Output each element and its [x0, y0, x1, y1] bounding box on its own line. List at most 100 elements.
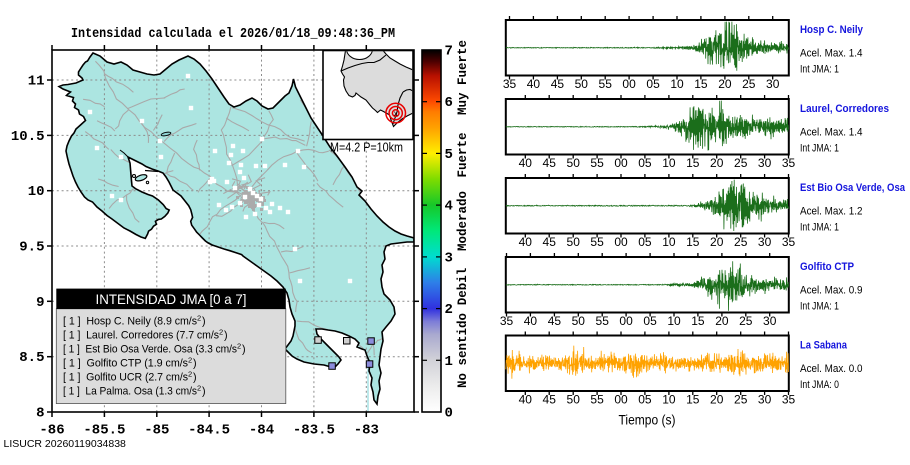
- svg-text:Int JMA: 0: Int JMA: 0: [800, 379, 839, 391]
- svg-text:-84: -84: [249, 423, 274, 439]
- svg-text:[ 1 ] Hosp C. Neily (8.9 cm/s: [ 1 ] Hosp C. Neily (8.9 cm/s: [63, 315, 198, 327]
- svg-text:Acel. Max. 1.4: Acel. Max. 1.4: [800, 127, 863, 139]
- svg-text:8.5: 8.5: [19, 350, 44, 366]
- svg-text:30: 30: [758, 392, 772, 406]
- svg-text:2: 2: [237, 342, 241, 351]
- svg-text:25: 25: [734, 235, 748, 249]
- svg-text:10: 10: [667, 314, 681, 328]
- svg-text:35: 35: [500, 314, 514, 328]
- svg-text:Tiempo (s): Tiempo (s): [619, 412, 676, 428]
- svg-text:10: 10: [28, 184, 45, 200]
- svg-text:[ 1 ] Golfito UCR (2.7 cm/s: [ 1 ] Golfito UCR (2.7 cm/s: [63, 372, 189, 384]
- svg-text:Intensidad calculada el 2026/0: Intensidad calculada el 2026/01/18_09:48…: [71, 26, 395, 42]
- svg-text:00: 00: [614, 235, 628, 249]
- svg-text:11: 11: [28, 74, 45, 90]
- svg-text:40: 40: [519, 392, 533, 406]
- svg-text:Int JMA: 1: Int JMA: 1: [800, 64, 839, 76]
- svg-text:Hosp C. Neily: Hosp C. Neily: [800, 24, 863, 36]
- svg-text:05: 05: [638, 156, 652, 170]
- svg-text:00: 00: [619, 314, 633, 328]
- svg-text:10: 10: [662, 392, 676, 406]
- svg-text:55: 55: [599, 77, 613, 91]
- svg-text:2: 2: [219, 327, 223, 336]
- svg-text:6: 6: [445, 95, 453, 111]
- svg-text:50: 50: [567, 235, 581, 249]
- svg-text:): ): [202, 386, 206, 398]
- svg-text:10: 10: [670, 77, 684, 91]
- svg-text:05: 05: [646, 77, 660, 91]
- svg-text:50: 50: [567, 392, 581, 406]
- svg-text:05: 05: [638, 392, 652, 406]
- svg-text:10: 10: [662, 235, 676, 249]
- svg-text:): ): [242, 344, 246, 356]
- svg-text:Est Bio Osa Verde, Osa: Est Bio Osa Verde, Osa: [800, 182, 906, 194]
- svg-text:4: 4: [445, 199, 453, 215]
- svg-text:-86: -86: [39, 423, 64, 439]
- svg-text:Int JMA: 1: Int JMA: 1: [800, 222, 839, 234]
- svg-text:2: 2: [197, 384, 201, 393]
- svg-text:35: 35: [782, 156, 796, 170]
- svg-text:Int JMA: 1: Int JMA: 1: [800, 143, 839, 155]
- svg-text:45: 45: [543, 392, 557, 406]
- svg-text:-84.5: -84.5: [188, 423, 230, 439]
- svg-text:45: 45: [551, 77, 565, 91]
- svg-text:Acel. Max. 1.2: Acel. Max. 1.2: [800, 206, 863, 218]
- svg-text:9.5: 9.5: [19, 240, 44, 256]
- svg-text:3: 3: [445, 250, 453, 266]
- svg-text:Debil: Debil: [456, 268, 470, 306]
- svg-text:15: 15: [691, 314, 705, 328]
- svg-text:55: 55: [590, 156, 604, 170]
- svg-text:[ 1 ] Golfito CTP (1.9 cm/s: [ 1 ] Golfito CTP (1.9 cm/s: [63, 358, 189, 370]
- svg-text:Int JMA: 1: Int JMA: 1: [800, 301, 839, 313]
- svg-text:): ): [224, 329, 228, 341]
- svg-text:2: 2: [197, 313, 201, 322]
- svg-text:55: 55: [596, 314, 610, 328]
- svg-text:1: 1: [445, 354, 453, 370]
- svg-text:Acel. Max. 0.0: Acel. Max. 0.0: [800, 363, 863, 375]
- svg-text:45: 45: [548, 314, 562, 328]
- svg-text:40: 40: [524, 314, 538, 328]
- svg-text:): ): [193, 358, 197, 370]
- svg-text:35: 35: [503, 77, 517, 91]
- svg-text:): ): [202, 315, 206, 327]
- svg-text:-83.5: -83.5: [293, 423, 335, 439]
- svg-text:20: 20: [710, 156, 724, 170]
- svg-text:30: 30: [758, 156, 772, 170]
- svg-text:05: 05: [643, 314, 657, 328]
- svg-text:20: 20: [715, 314, 729, 328]
- svg-text:50: 50: [572, 314, 586, 328]
- svg-text:8: 8: [36, 406, 44, 422]
- svg-text:15: 15: [686, 235, 700, 249]
- svg-text:5: 5: [445, 147, 453, 163]
- svg-text:40: 40: [519, 156, 533, 170]
- svg-text:[ 1 ] Laurel. Corredores (7.7: [ 1 ] Laurel. Corredores (7.7 cm/s: [63, 329, 220, 341]
- svg-text:-85.5: -85.5: [83, 423, 125, 439]
- svg-text:35: 35: [782, 392, 796, 406]
- svg-text:55: 55: [590, 392, 604, 406]
- svg-text:La Sabana: La Sabana: [800, 340, 848, 352]
- svg-text:20: 20: [718, 77, 732, 91]
- svg-text:25: 25: [742, 77, 756, 91]
- svg-text:2: 2: [445, 302, 453, 318]
- svg-text:40: 40: [527, 77, 541, 91]
- svg-text:00: 00: [622, 77, 636, 91]
- svg-text:-85: -85: [144, 423, 169, 439]
- svg-text:7: 7: [445, 44, 453, 60]
- svg-text:15: 15: [686, 156, 700, 170]
- svg-text:30: 30: [758, 235, 772, 249]
- svg-text:9: 9: [36, 295, 44, 311]
- svg-text:-83: -83: [354, 423, 379, 439]
- svg-text:[ 1 ] La Palma. Osa (1.3 cm/s: [ 1 ] La Palma. Osa (1.3 cm/s: [63, 386, 198, 398]
- svg-text:55: 55: [590, 235, 604, 249]
- svg-text:2: 2: [188, 370, 192, 379]
- svg-text:Fuerte: Fuerte: [456, 132, 470, 177]
- svg-text:25: 25: [734, 156, 748, 170]
- svg-text:20: 20: [710, 235, 724, 249]
- svg-text:10: 10: [662, 156, 676, 170]
- svg-text:30: 30: [763, 314, 777, 328]
- svg-text:[ 1 ] Est Bio Osa Verde. Osa: [ 1 ] Est Bio Osa Verde. Osa (3.3 cm/s: [63, 344, 238, 356]
- svg-text:05: 05: [638, 235, 652, 249]
- svg-text:Acel. Max. 1.4: Acel. Max. 1.4: [800, 48, 863, 60]
- svg-text:50: 50: [567, 156, 581, 170]
- svg-text:45: 45: [543, 156, 557, 170]
